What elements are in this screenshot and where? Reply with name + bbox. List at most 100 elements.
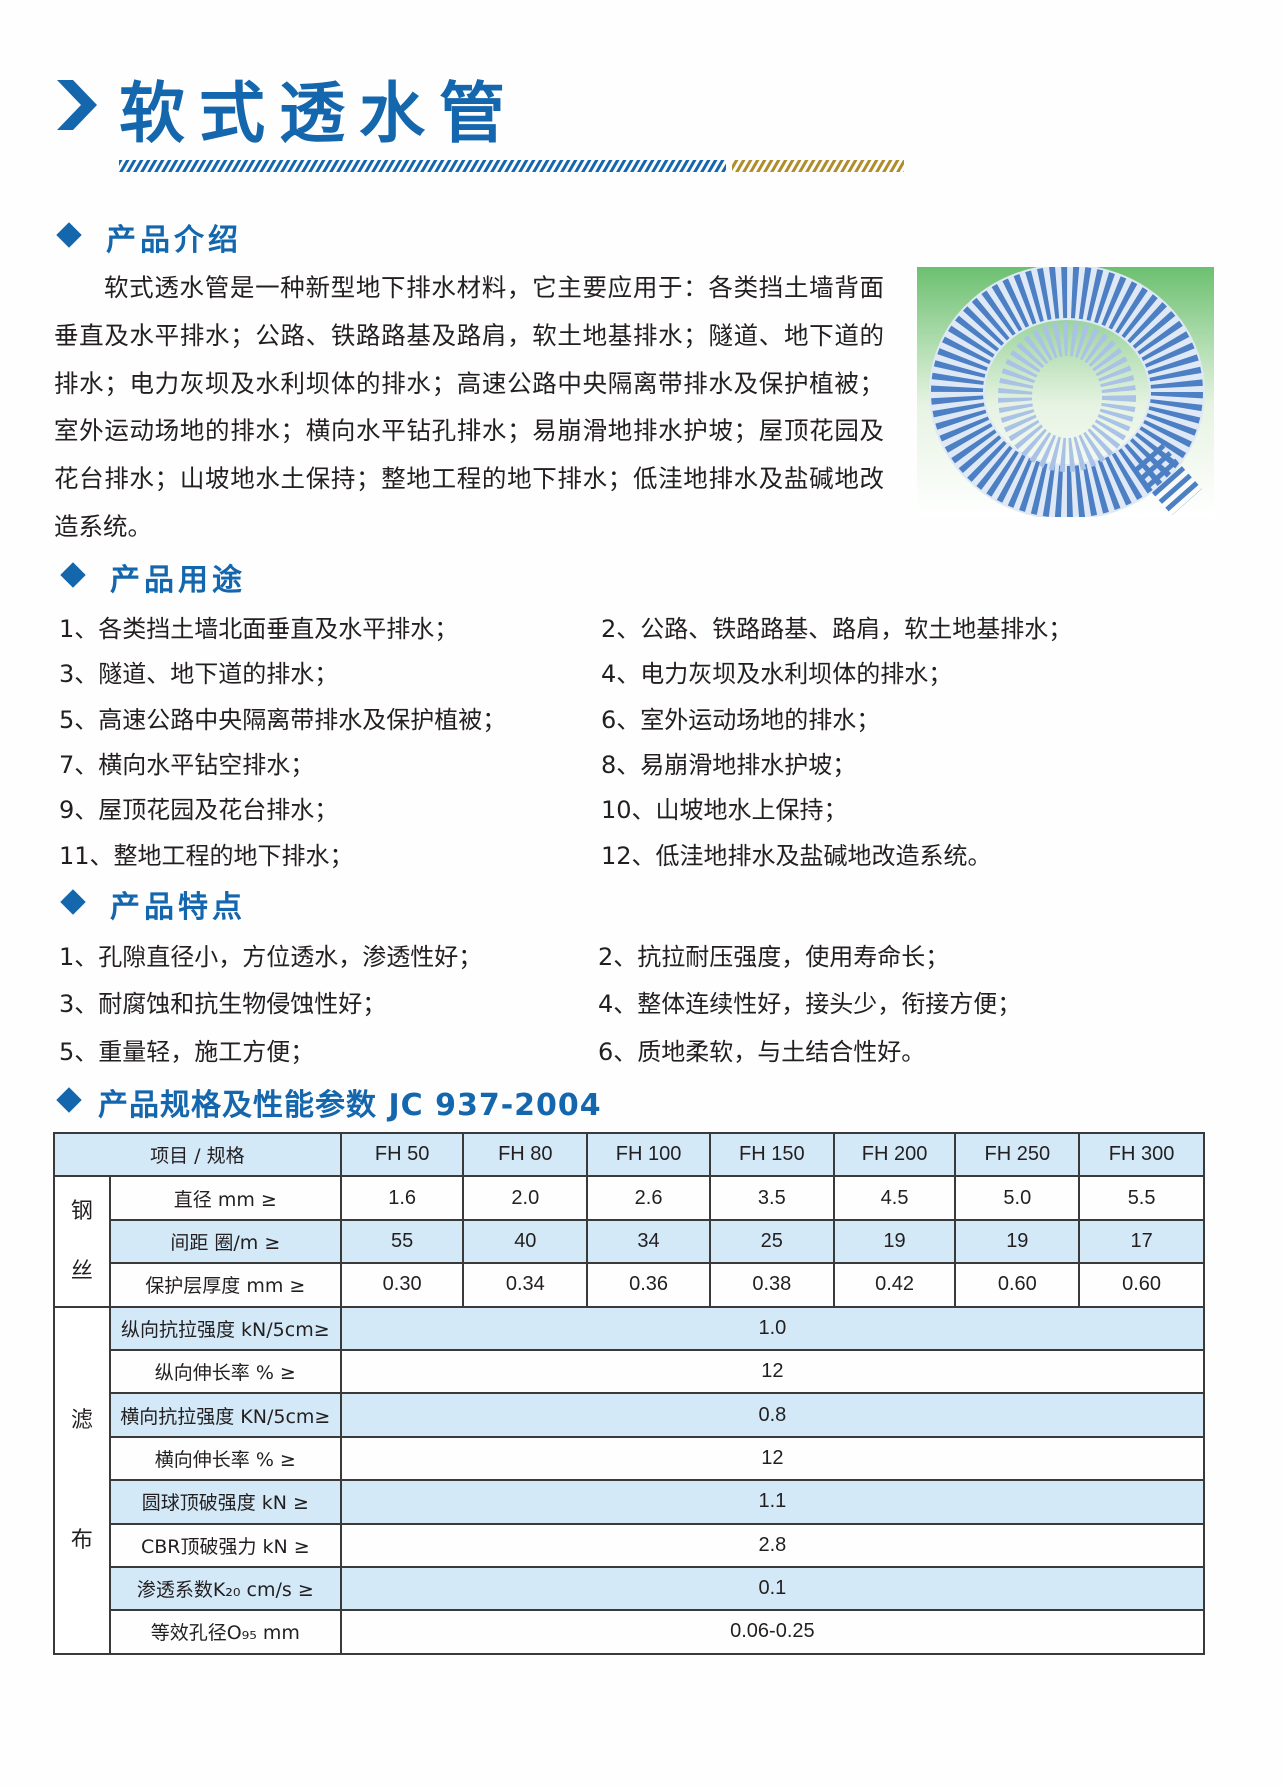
- section-heading-intro: 产品介绍: [106, 223, 242, 258]
- column-header: FH 200: [832, 1131, 957, 1178]
- use-item: 4、电力灰坝及水利坝体的排水；: [601, 660, 953, 688]
- table-row: 间距 圈/m ≥55 40 34 25 19 19 17: [54, 1218, 1205, 1265]
- table-cell: 0.36: [586, 1262, 711, 1308]
- table-row: CBR顶破强力 kN ≥2.8: [54, 1522, 1206, 1568]
- use-item: 10、山坡地水上保持；: [601, 796, 848, 824]
- group-label-filter: 滤布: [53, 1305, 111, 1655]
- use-item: 1、各类挡土墙北面垂直及水平排水；: [59, 615, 459, 643]
- drainage-pipe-photo: [917, 267, 1214, 517]
- feature-item: 4、整体连续性好，接头少，衔接方便；: [598, 990, 1022, 1018]
- use-item: 8、易崩滑地排水护坡；: [601, 751, 857, 779]
- table-cell: 1.0: [339, 1305, 1206, 1351]
- table-cell: 40: [462, 1218, 589, 1265]
- row-label: 横向抗拉强度 KN/5cm≥: [108, 1392, 342, 1438]
- diamond-bullet-icon: [60, 562, 86, 588]
- column-header: FH 100: [586, 1131, 711, 1178]
- chevron-right-icon: [57, 80, 97, 130]
- table-cell: 19: [954, 1218, 1081, 1265]
- row-label: 横向伸长率 % ≥: [108, 1435, 342, 1482]
- intro-paragraph: 软式透水管是一种新型地下排水材料，它主要应用于：各类挡土墙背面垂直及水平排水；公…: [54, 264, 884, 551]
- table-cell: 2.0: [462, 1175, 589, 1221]
- row-label: 直径 mm ≥: [108, 1175, 342, 1221]
- table-row: 等效孔径O₉₅ mm 0.06-0.25: [54, 1609, 1206, 1655]
- page-title: 软式透水管: [119, 74, 519, 152]
- feature-item: 1、孔隙直径小，方位透水，渗透性好；: [59, 943, 483, 971]
- group-label-char: 丝: [70, 1258, 93, 1284]
- table-cell: 0.06-0.25: [339, 1609, 1206, 1655]
- table-cell: 17: [1078, 1218, 1205, 1265]
- use-item: 2、公路、铁路路基、路肩，软土地基排水；: [601, 615, 1073, 643]
- table-cell: 0.8: [339, 1392, 1206, 1438]
- table-cell: 0.30: [339, 1262, 465, 1308]
- table-cell: 25: [708, 1218, 835, 1265]
- row-label: 等效孔径O₉₅ mm: [108, 1609, 342, 1655]
- feature-item: 6、质地柔软，与土结合性好。: [598, 1038, 926, 1066]
- table-cell: 0.60: [954, 1262, 1081, 1308]
- use-item: 9、屋顶花园及花台排水；: [59, 796, 339, 824]
- table-cell: 19: [832, 1218, 957, 1265]
- section-heading-uses: 产品用途: [110, 563, 246, 598]
- intro-text: 软式透水管是一种新型地下排水材料，它主要应用于：各类挡土墙背面垂直及水平排水；公…: [54, 273, 884, 541]
- use-item: 11、整地工程的地下排水；: [59, 842, 354, 870]
- table-cell: 2.6: [586, 1175, 711, 1221]
- use-item: 5、高速公路中央隔离带排水及保护植被；: [59, 706, 507, 734]
- table-cell: 5.5: [1078, 1175, 1205, 1221]
- table-cell: 5.0: [954, 1175, 1081, 1221]
- table-row: 渗透系数K₂₀ cm/s ≥0.1: [54, 1565, 1206, 1612]
- table-cell: 1.6: [339, 1175, 465, 1221]
- table-cell: 0.34: [462, 1262, 589, 1308]
- row-label: 间距 圈/m ≥: [108, 1218, 342, 1265]
- use-item: 7、横向水平钻空排水；: [59, 751, 315, 779]
- table-cell: 0.42: [832, 1262, 957, 1308]
- table-cell: 3.5: [708, 1175, 835, 1221]
- feature-item: 3、耐腐蚀和抗生物侵蚀性好；: [59, 990, 387, 1018]
- table-row: 保护层厚度 mm ≥0.30 0.34 0.36 0.38 0.42 0.60 0.60: [54, 1262, 1205, 1308]
- table-header-row: 项目 / 规格 FH 50 FH 80 FH 100 FH 150 FH 200 FH 25…: [53, 1131, 1205, 1178]
- row-label: 渗透系数K₂₀ cm/s ≥: [108, 1565, 342, 1612]
- section-heading-specs: 产品规格及性能参数 JC 937-2004: [98, 1088, 602, 1123]
- row-label: 圆球顶破强度 kN ≥: [108, 1479, 342, 1525]
- table-row: 滤布纵向抗拉强度 kN/5cm≥ 1.0: [53, 1305, 1206, 1655]
- column-header: FH 300: [1078, 1131, 1205, 1178]
- group-label-char: 钢: [70, 1198, 93, 1224]
- diamond-bullet-icon: [56, 222, 82, 248]
- table-cell: 12: [339, 1348, 1206, 1395]
- table-cell: 12: [339, 1435, 1206, 1482]
- table-cell: 0.60: [1078, 1262, 1205, 1308]
- feature-item: 2、抗拉耐压强度，使用寿命长；: [598, 943, 950, 971]
- column-header: FH 250: [954, 1131, 1081, 1178]
- title-stripe-divider: [119, 160, 904, 172]
- use-item: 12、低洼地排水及盐碱地改造系统。: [601, 842, 992, 870]
- header-cell: 项目 / 规格: [53, 1131, 342, 1178]
- group-label-char: 布: [70, 1527, 93, 1553]
- diamond-bullet-icon: [56, 1087, 82, 1113]
- table-cell: 4.5: [832, 1175, 957, 1221]
- row-label: CBR顶破强力 kN ≥: [108, 1522, 342, 1568]
- column-header: FH 80: [462, 1131, 589, 1178]
- table-row: 横向抗拉强度 KN/5cm≥ 0.8: [54, 1392, 1206, 1438]
- group-label-steel: 钢丝: [53, 1175, 111, 1308]
- row-label: 纵向伸长率 % ≥: [108, 1348, 342, 1395]
- row-label: 保护层厚度 mm ≥: [108, 1262, 342, 1308]
- table-cell: 0.1: [339, 1565, 1206, 1612]
- column-header: FH 50: [339, 1131, 465, 1178]
- table-row: 横向伸长率 % ≥12: [54, 1435, 1206, 1482]
- table-row: 钢丝直径 mm ≥1.6 2.0 2.6 3.5 4.5 5.0 5.5: [53, 1175, 1205, 1308]
- table-cell: 55: [339, 1218, 465, 1265]
- group-label-char: 滤: [70, 1407, 93, 1433]
- table-cell: 1.1: [339, 1479, 1206, 1525]
- feature-item: 5、重量轻，施工方便；: [59, 1038, 315, 1066]
- column-header: FH 150: [708, 1131, 835, 1178]
- table-cell: 0.38: [708, 1262, 835, 1308]
- spec-table: 项目 / 规格 FH 50 FH 80 FH 100 FH 150 FH 200 FH 25…: [53, 1131, 1206, 1655]
- table-cell: 34: [586, 1218, 711, 1265]
- use-item: 3、隧道、地下道的排水；: [59, 660, 339, 688]
- table-cell: 2.8: [339, 1522, 1206, 1568]
- section-heading-features: 产品特点: [110, 890, 246, 925]
- table-row: 圆球顶破强度 kN ≥1.1: [54, 1479, 1206, 1525]
- row-label: 纵向抗拉强度 kN/5cm≥: [108, 1305, 342, 1351]
- table-row: 纵向伸长率 % ≥12: [54, 1348, 1206, 1395]
- diamond-bullet-icon: [60, 889, 86, 915]
- use-item: 6、室外运动场地的排水；: [601, 706, 881, 734]
